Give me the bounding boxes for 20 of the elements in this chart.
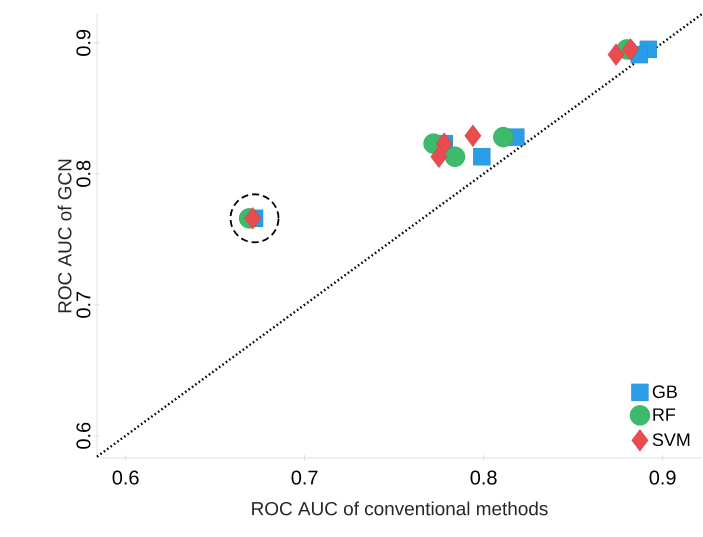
x-tick-label: 0.7 [292,470,318,485]
point [493,126,514,148]
point [444,146,466,167]
point [622,38,639,61]
legend-label: GB [652,385,677,398]
legend-label: RF [653,408,676,421]
x-tick-label: 0.6 [112,470,139,485]
x-tick-label: 0.8 [470,470,497,485]
point [608,43,625,66]
y-tick-label: 0.8 [76,160,90,187]
y-tick-label: 0.9 [76,30,90,56]
point [430,146,448,168]
y-tick-label: 0.7 [76,292,90,318]
x-axis-title: ROC AUC of conventional methods [252,501,548,516]
point [473,148,491,166]
point [464,124,482,147]
y-axis-title: ROC AUC of GCN [58,160,72,312]
x-tick-label: 0.9 [650,470,676,485]
legend-label: SVM [652,433,690,446]
y-tick-label: 0.6 [76,422,90,449]
